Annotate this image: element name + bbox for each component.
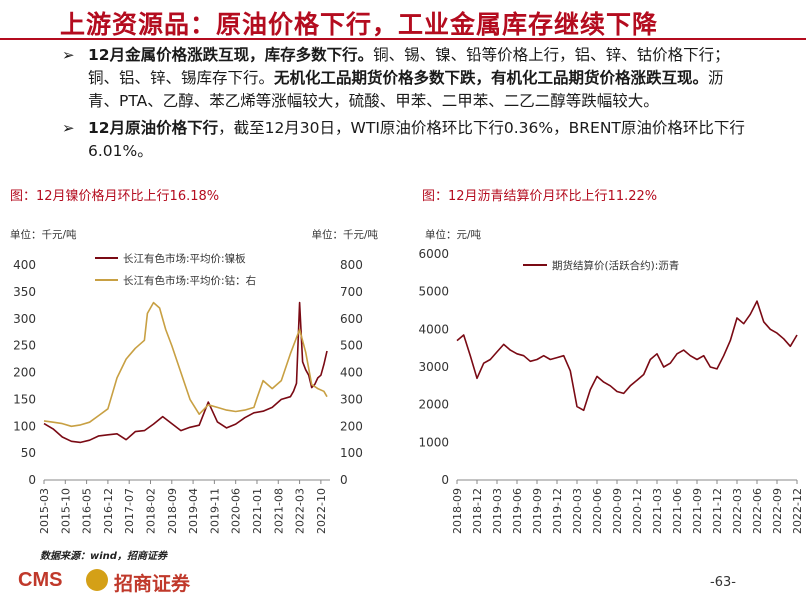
bullet-list: ➢ 12月金属价格涨跌互现，库存多数下行。铜、锡、镍、铅等价格上行，铝、锌、钴价… — [60, 44, 750, 167]
x-tick-label: 2019-11 — [208, 488, 221, 534]
y-right-tick-label: 200 — [340, 419, 363, 433]
y-tick-label: 3000 — [418, 360, 449, 374]
y-right-tick-label: 0 — [340, 473, 348, 487]
logo-mark-icon — [86, 569, 108, 591]
y-right-tick-label: 400 — [340, 366, 363, 380]
y-right-tick-label: 500 — [340, 339, 363, 353]
y-left-tick-label: 150 — [13, 392, 36, 406]
x-tick-label: 2021-01 — [251, 488, 264, 534]
y-unit-label: 单位：元/吨 — [425, 228, 482, 241]
y-right-tick-label: 600 — [340, 312, 363, 326]
x-tick-label: 2018-09 — [451, 488, 464, 534]
y-left-tick-label: 50 — [21, 446, 36, 460]
x-tick-label: 2021-06 — [671, 488, 684, 534]
x-tick-label: 2021-12 — [711, 488, 724, 534]
y-left-tick-label: 350 — [13, 285, 36, 299]
arrow-bullet-icon: ➢ — [62, 119, 75, 137]
x-tick-label: 2018-12 — [471, 488, 484, 534]
y-tick-label: 6000 — [418, 247, 449, 261]
x-tick-label: 2021-09 — [691, 488, 704, 534]
y-tick-label: 4000 — [418, 322, 449, 336]
arrow-bullet-icon: ➢ — [62, 46, 75, 64]
title-divider — [0, 38, 806, 40]
y-right-tick-label: 800 — [340, 258, 363, 272]
x-tick-label: 2019-09 — [531, 488, 544, 534]
nickel-cobalt-chart: 2015-03 2015-10 2016-05 2016-12 2017-07 2018-… — [10, 228, 378, 534]
bullet-text: ，截至12月30日，WTI原油价格环比下行0.36%，BRENT原油价格环比下行… — [88, 119, 745, 160]
x-tick-label: 2018-09 — [166, 488, 179, 534]
legend-entry: 期货结算价(活跃合约):沥青 — [552, 259, 679, 272]
chart2-title: 图：12月沥青结算价月环比上行11.22% — [422, 189, 658, 204]
x-tick-label: 2020-09 — [611, 488, 624, 534]
title-bar: 上游资源品：原油价格下行，工业金属库存继续下降 — [0, 0, 806, 40]
y-tick-label: 2000 — [418, 398, 449, 412]
legend-entry: 长江有色市场:平均价:镍板 — [123, 252, 246, 265]
x-tick-label: 2021-08 — [272, 488, 285, 534]
x-tick-label: 2020-12 — [631, 488, 644, 534]
bullet-metals: ➢ 12月金属价格涨跌互现，库存多数下行。铜、锡、镍、铅等价格上行，铝、锌、钴价… — [60, 44, 750, 113]
bullet-bold-text: 12月金属价格涨跌互现，库存多数下行。 — [88, 46, 374, 64]
y-right-tick-label: 100 — [340, 446, 363, 460]
page-title: 上游资源品：原油价格下行，工业金属库存继续下降 — [60, 10, 659, 39]
x-tick-label: 2022-06 — [751, 488, 764, 534]
x-tick-label: 2015-10 — [59, 488, 72, 534]
x-tick-label: 2022-03 — [294, 488, 307, 534]
y-left-unit-label: 单位：千元/吨 — [10, 228, 77, 241]
x-tick-label: 2017-07 — [123, 488, 136, 534]
y-tick-label: 0 — [441, 473, 449, 487]
bullet-oil: ➢ 12月原油价格下行，截至12月30日，WTI原油价格环比下行0.36%，BR… — [60, 117, 750, 163]
y-left-tick-label: 300 — [13, 312, 36, 326]
chart1-title: 图：12月镍价格月环比上行16.18% — [10, 189, 220, 204]
y-tick-label: 5000 — [418, 285, 449, 299]
x-tick-label: 2019-06 — [511, 488, 524, 534]
y-tick-label: 1000 — [418, 435, 449, 449]
series-line — [43, 301, 328, 428]
series-line — [456, 300, 798, 412]
bullet-bold-text: 12月原油价格下行 — [88, 119, 219, 137]
y-left-tick-label: 400 — [13, 258, 36, 272]
y-right-unit-label: 单位：千元/吨 — [311, 228, 378, 241]
asphalt-chart: 2018-09 2018-12 2019-03 2019-06 2019-09 2019-… — [418, 228, 804, 534]
bullet-bold-text: 无机化工品期货价格多数下跌，有机化工品期货价格涨跌互现。 — [274, 69, 709, 87]
x-tick-label: 2019-12 — [551, 488, 564, 534]
y-left-tick-label: 0 — [28, 473, 36, 487]
x-tick-label: 2020-06 — [591, 488, 604, 534]
x-tick-label: 2020-03 — [571, 488, 584, 534]
x-tick-label: 2022-09 — [771, 488, 784, 534]
x-tick-label: 2019-03 — [491, 488, 504, 534]
y-right-tick-label: 700 — [340, 285, 363, 299]
y-left-tick-label: 200 — [13, 366, 36, 380]
x-tick-label: 2016-12 — [102, 488, 115, 534]
x-tick-label: 2021-03 — [651, 488, 664, 534]
x-tick-label: 2022-12 — [791, 488, 804, 534]
x-tick-label: 2020-06 — [230, 488, 243, 534]
y-right-tick-label: 300 — [340, 392, 363, 406]
x-tick-label: 2018-02 — [144, 488, 157, 534]
x-tick-label: 2022-10 — [315, 488, 328, 534]
page-number: -63- — [710, 575, 736, 590]
data-source: 数据来源：wind，招商证券 — [40, 551, 167, 562]
series-line — [43, 301, 328, 444]
logo-name-text: 招商证券 — [114, 573, 191, 595]
legend-entry: 长江有色市场:平均价:钴：右 — [123, 274, 256, 287]
x-tick-label: 2015-03 — [38, 488, 51, 534]
x-tick-label: 2016-05 — [81, 488, 94, 534]
x-tick-label: 2019-04 — [187, 488, 200, 534]
x-tick-label: 2022-03 — [731, 488, 744, 534]
logo-cms-text: CMS — [18, 569, 63, 591]
y-left-tick-label: 250 — [13, 339, 36, 353]
bullet-text: 沥青、PTA、乙醇、苯乙烯等涨幅较大，硫酸、甲苯、二甲苯、二乙二醇等跌幅较大。 — [88, 69, 724, 110]
y-left-tick-label: 100 — [13, 419, 36, 433]
bullet-text: 铜、锡、镍、铅等价格上行，铝、锌、钴价格下行；铜、铝、锌、锡库存下行。 — [88, 46, 730, 87]
